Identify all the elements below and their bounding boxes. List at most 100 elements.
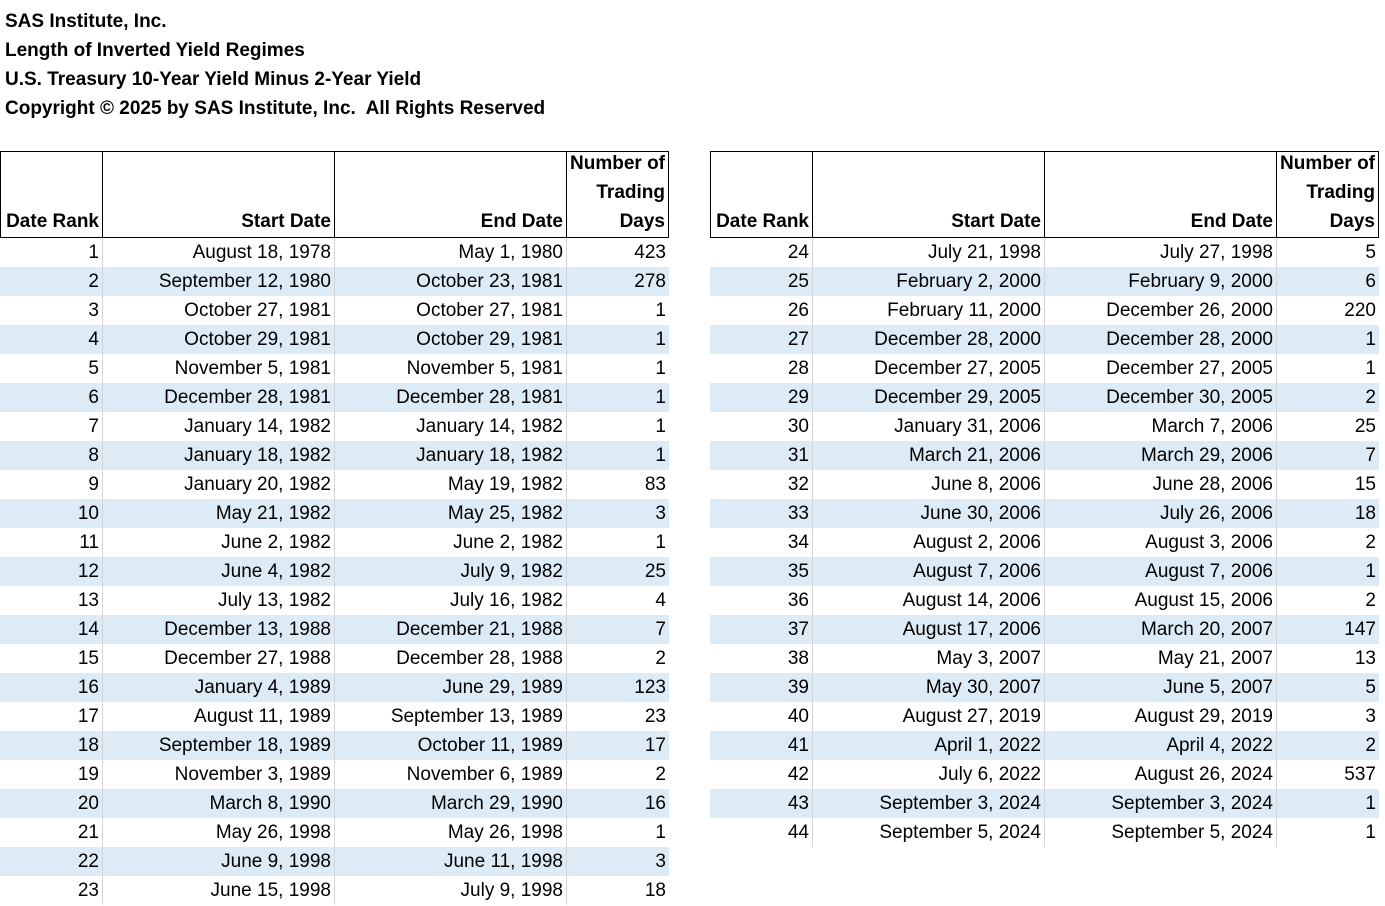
table-cell: 43 <box>710 789 813 818</box>
table-cell: 1 <box>655 822 666 843</box>
header-line: U.S. Treasury 10-Year Yield Minus 2-Year… <box>5 69 422 90</box>
table-cell: 35 <box>710 557 813 586</box>
table-cell: 20 <box>0 789 103 818</box>
table-cell: December 28, 2000 <box>813 325 1045 354</box>
table-cell: 23 <box>0 876 103 905</box>
table-cell: 18 <box>1277 499 1379 528</box>
table-cell: February 2, 2000 <box>813 267 1045 296</box>
table-cell: 1 <box>0 238 103 267</box>
table-cell: September 12, 1980 <box>103 267 335 296</box>
table-cell: December 27, 2005 <box>813 354 1045 383</box>
table-cell: December 28, 2000 <box>1045 325 1277 354</box>
table-cell: 18 <box>644 880 666 901</box>
table-cell: 1 <box>655 358 666 379</box>
column-header: End Date <box>334 151 567 238</box>
table-cell: June 11, 1998 <box>335 847 567 876</box>
table-cell: 42 <box>710 760 813 789</box>
table-cell: December 13, 1988 <box>103 615 335 644</box>
table-cell: June 15, 1998 <box>103 876 335 905</box>
table-cell: December 21, 1988 <box>335 615 567 644</box>
table-cell: June 9, 1998 <box>103 847 335 876</box>
table-cell: 1 <box>655 416 666 437</box>
table-cell: December 28, 1981 <box>103 383 335 412</box>
table-cell: June 2, 1982 <box>335 528 567 557</box>
table-cell: 11 <box>0 528 103 557</box>
table-cell: 2 <box>1365 532 1376 553</box>
table-cell: 1 <box>567 325 669 354</box>
table-cell: 3 <box>0 296 103 325</box>
table-cell: February 9, 2000 <box>1045 267 1277 296</box>
table-cell: 2 <box>655 648 666 669</box>
table-cell: April 1, 2022 <box>813 731 1045 760</box>
table-cell: 13 <box>1354 648 1376 669</box>
table-cell: 21 <box>0 818 103 847</box>
table-cell: October 27, 1981 <box>103 296 335 325</box>
table-cell: 2 <box>655 764 666 785</box>
table-cell: 26 <box>710 296 813 325</box>
table-cell: July 9, 1998 <box>335 876 567 905</box>
table-cell: June 30, 2006 <box>813 499 1045 528</box>
table-cell: September 5, 2024 <box>813 818 1045 847</box>
column-header: Number of Trading Days <box>566 151 669 238</box>
table-cell: 15 <box>1354 474 1376 495</box>
table-cell: August 17, 2006 <box>813 615 1045 644</box>
table-cell: 25 <box>567 557 669 586</box>
table-cell: 220 <box>1344 300 1376 321</box>
table-cell: January 18, 1982 <box>103 441 335 470</box>
table-cell: January 14, 1982 <box>335 412 567 441</box>
table-cell: May 30, 2007 <box>813 673 1045 702</box>
table-cell: August 26, 2024 <box>1045 760 1277 789</box>
table-cell: 37 <box>710 615 813 644</box>
table-cell: March 21, 2006 <box>813 441 1045 470</box>
table-cell: 1 <box>1365 822 1376 843</box>
table-cell: 278 <box>567 267 669 296</box>
table-cell: July 13, 1982 <box>103 586 335 615</box>
table-cell: 10 <box>0 499 103 528</box>
table-cell: March 7, 2006 <box>1045 412 1277 441</box>
table-cell: 29 <box>710 383 813 412</box>
table-cell: August 11, 1989 <box>103 702 335 731</box>
table-cell: March 29, 2006 <box>1045 441 1277 470</box>
table-cell: 36 <box>710 586 813 615</box>
table-cell: 1 <box>1365 358 1376 379</box>
table-cell: 4 <box>0 325 103 354</box>
table-cell: 5 <box>1365 242 1376 263</box>
table-cell: October 27, 1981 <box>335 296 567 325</box>
table-cell: 17 <box>567 731 669 760</box>
table-cell: August 7, 2006 <box>813 557 1045 586</box>
table-cell: 13 <box>0 586 103 615</box>
table-cell: 1 <box>1277 557 1379 586</box>
table-cell: August 3, 2006 <box>1045 528 1277 557</box>
table-cell: 83 <box>644 474 666 495</box>
table-cell: January 20, 1982 <box>103 470 335 499</box>
table-cell: September 3, 2024 <box>813 789 1045 818</box>
table-cell: August 2, 2006 <box>813 528 1045 557</box>
table-cell: May 25, 1982 <box>335 499 567 528</box>
table-cell: 2 <box>0 267 103 296</box>
table-cell: July 21, 1998 <box>813 238 1045 267</box>
header-line: Copyright © 2025 by SAS Institute, Inc. … <box>5 98 546 119</box>
table-cell: March 20, 2007 <box>1045 615 1277 644</box>
table-cell: 8 <box>0 441 103 470</box>
table-cell: 18 <box>0 731 103 760</box>
table-cell: January 14, 1982 <box>103 412 335 441</box>
table-cell: October 29, 1981 <box>335 325 567 354</box>
column-header: Date Rank <box>0 151 103 238</box>
table-cell: March 29, 1990 <box>335 789 567 818</box>
table-cell: 41 <box>710 731 813 760</box>
table-cell: 24 <box>710 238 813 267</box>
table-cell: 1 <box>655 532 666 553</box>
column-header: End Date <box>1044 151 1277 238</box>
table-cell: 33 <box>710 499 813 528</box>
table-cell: November 5, 1981 <box>335 354 567 383</box>
table-cell: September 18, 1989 <box>103 731 335 760</box>
table-cell: 16 <box>567 789 669 818</box>
table-cell: 32 <box>710 470 813 499</box>
table-cell: 3 <box>567 847 669 876</box>
table-cell: January 31, 2006 <box>813 412 1045 441</box>
table-cell: August 15, 2006 <box>1045 586 1277 615</box>
table-cell: 40 <box>710 702 813 731</box>
table-cell: 22 <box>0 847 103 876</box>
table-cell: 1 <box>567 441 669 470</box>
